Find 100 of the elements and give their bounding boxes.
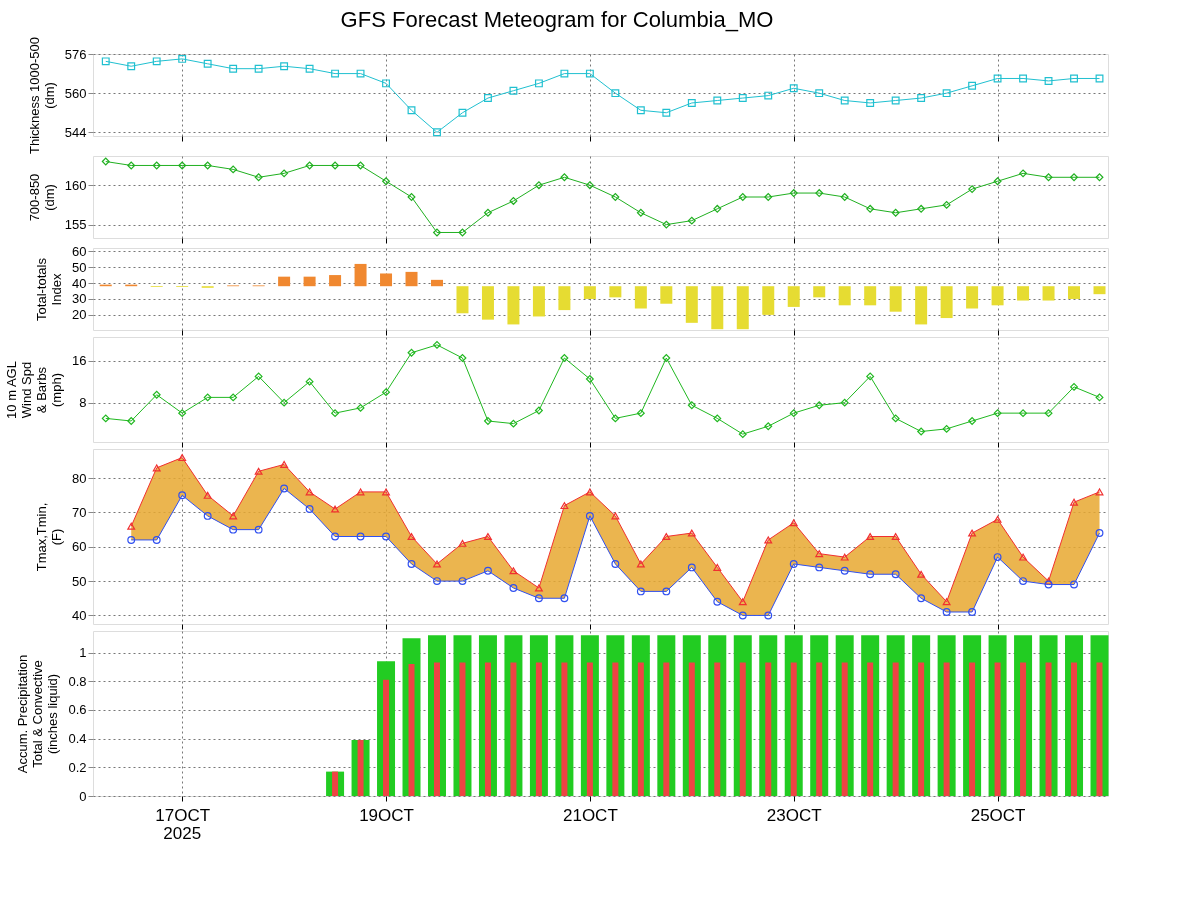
point bbox=[1044, 76, 1053, 85]
bar bbox=[561, 662, 568, 796]
point bbox=[866, 204, 875, 213]
bar bbox=[813, 286, 826, 298]
point bbox=[1095, 74, 1104, 83]
bar bbox=[688, 662, 695, 796]
bar bbox=[383, 679, 390, 796]
y-tick-label: 0.8 bbox=[68, 673, 87, 689]
point bbox=[738, 611, 747, 620]
bar bbox=[762, 286, 775, 315]
y-tick-label: 1 bbox=[79, 645, 87, 661]
point bbox=[993, 74, 1002, 83]
point bbox=[917, 594, 926, 603]
point bbox=[178, 491, 187, 500]
point bbox=[993, 177, 1002, 186]
point bbox=[1019, 577, 1028, 586]
bar bbox=[816, 662, 823, 796]
bar bbox=[612, 662, 619, 796]
bar bbox=[481, 286, 494, 320]
point bbox=[789, 519, 798, 527]
bar bbox=[329, 275, 342, 287]
point bbox=[509, 86, 518, 95]
bar bbox=[583, 286, 596, 299]
y-tick-label: 50 bbox=[72, 259, 87, 275]
bar bbox=[405, 271, 418, 287]
point bbox=[866, 372, 875, 381]
y-tick-label: 60 bbox=[72, 243, 87, 259]
point bbox=[866, 570, 875, 579]
point bbox=[382, 532, 390, 541]
point bbox=[891, 414, 900, 423]
point bbox=[789, 409, 798, 418]
y-tick-label: 0.2 bbox=[68, 759, 87, 775]
point bbox=[1019, 169, 1028, 178]
point bbox=[560, 173, 569, 182]
y-tick-label: 0.4 bbox=[68, 731, 87, 747]
point bbox=[280, 169, 289, 178]
bar bbox=[765, 662, 772, 796]
point bbox=[713, 414, 722, 423]
point bbox=[687, 563, 696, 572]
point bbox=[713, 204, 722, 213]
point bbox=[1044, 173, 1053, 182]
point bbox=[433, 228, 441, 237]
point bbox=[356, 69, 365, 78]
point bbox=[509, 567, 518, 575]
point bbox=[101, 57, 110, 66]
text: 2025 bbox=[163, 824, 202, 843]
chart-title: GFS Forecast Meteogram for Columbia_MO bbox=[340, 6, 774, 32]
bar bbox=[332, 771, 339, 796]
x-tick-label: 21OCT bbox=[562, 805, 618, 825]
point bbox=[331, 409, 340, 418]
bar bbox=[864, 286, 877, 306]
y-tick-label: 60 bbox=[72, 539, 87, 555]
y-axis-title: 700-850 (dm) bbox=[26, 173, 57, 222]
point bbox=[942, 424, 951, 433]
point bbox=[662, 587, 671, 596]
x-tick-label: 23OCT bbox=[766, 805, 822, 825]
point bbox=[152, 161, 161, 170]
point bbox=[280, 460, 289, 468]
bar bbox=[994, 662, 1001, 796]
point bbox=[152, 464, 161, 472]
point bbox=[458, 577, 467, 586]
y-tick-label: 20 bbox=[72, 307, 87, 323]
point bbox=[229, 165, 238, 174]
point bbox=[968, 185, 977, 194]
point bbox=[611, 89, 620, 98]
point bbox=[101, 157, 110, 166]
point bbox=[458, 354, 467, 362]
point bbox=[534, 181, 543, 190]
bar bbox=[380, 273, 393, 287]
point bbox=[1070, 382, 1078, 391]
y-tick-label: 16 bbox=[72, 353, 87, 369]
point bbox=[534, 406, 543, 415]
point bbox=[433, 577, 441, 586]
point bbox=[509, 419, 518, 428]
point bbox=[1019, 409, 1028, 418]
bar bbox=[456, 286, 469, 314]
y-tick-label: 576 bbox=[64, 46, 87, 62]
point bbox=[1044, 580, 1053, 589]
point bbox=[1070, 498, 1078, 506]
point bbox=[789, 189, 798, 198]
y-axis-title: Total-totals Index bbox=[34, 257, 65, 321]
bar bbox=[889, 286, 902, 312]
point bbox=[433, 340, 441, 349]
point bbox=[433, 128, 441, 137]
point bbox=[127, 161, 136, 170]
bar bbox=[892, 662, 899, 796]
point bbox=[382, 79, 390, 88]
point bbox=[636, 560, 645, 568]
bar bbox=[841, 662, 848, 796]
bar bbox=[940, 286, 953, 319]
y-tick-label: 80 bbox=[72, 470, 87, 486]
point bbox=[789, 84, 798, 93]
point bbox=[178, 161, 187, 170]
y-tick-label: 544 bbox=[64, 124, 87, 140]
bar bbox=[1093, 286, 1106, 295]
bar bbox=[354, 263, 367, 287]
point bbox=[1019, 553, 1028, 561]
bar bbox=[685, 286, 698, 323]
bar bbox=[787, 286, 800, 307]
point bbox=[611, 560, 620, 568]
